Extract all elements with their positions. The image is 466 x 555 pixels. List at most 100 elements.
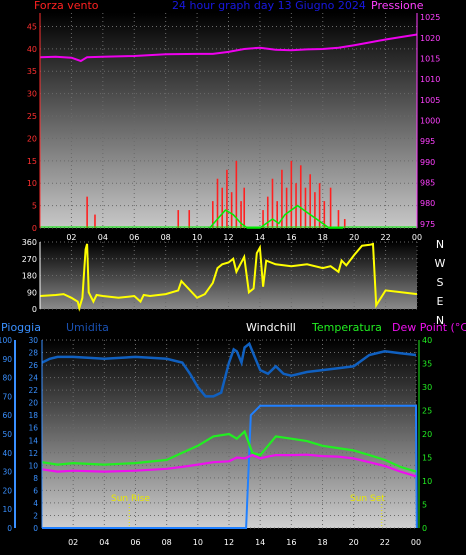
compass-label: W xyxy=(435,257,446,270)
pressure-tick-label: 990 xyxy=(420,158,435,167)
wind-bar xyxy=(235,160,238,228)
wind-tick-label: 30 xyxy=(27,90,37,99)
wind-tick-label: 20 xyxy=(27,134,37,143)
wind-bar xyxy=(216,178,219,228)
bot-x-tick-label: 10 xyxy=(193,538,203,547)
temp-tick-label: 5 xyxy=(422,501,427,510)
sunrise-label: Sun Rise xyxy=(111,494,150,504)
pioggia-tick-label: 0 xyxy=(7,524,12,533)
x-tick-label: 00 xyxy=(412,233,422,242)
wind-bar xyxy=(337,210,340,228)
umidita-tick-label: 8 xyxy=(33,474,38,483)
temp-tick-label: 30 xyxy=(422,383,432,392)
compass-label: N xyxy=(436,238,444,251)
x-tick-label: 14 xyxy=(255,233,265,242)
wind-bar xyxy=(299,165,302,228)
pressure-tick-label: 1015 xyxy=(420,54,440,63)
pioggia-tick-label: 40 xyxy=(2,449,12,458)
pressure-line xyxy=(39,33,418,63)
bot-x-tick-label: 22 xyxy=(380,538,390,547)
temperature-label: Temperatura xyxy=(311,321,382,334)
wind-bar xyxy=(285,187,288,228)
pioggia-tick-label: 100 xyxy=(0,336,12,345)
umidita-tick-label: 2 xyxy=(33,511,38,520)
compass-label: N xyxy=(436,314,444,327)
pioggia-tick-label: 80 xyxy=(2,374,12,383)
bot-x-tick-label: 08 xyxy=(162,538,172,547)
bot-x-tick-label: 18 xyxy=(317,538,327,547)
compass-label: E xyxy=(437,295,444,308)
wind-bar xyxy=(188,210,191,228)
wind-tick-label: 25 xyxy=(27,112,37,121)
wind-bar xyxy=(211,201,214,228)
pioggia-tick-label: 10 xyxy=(2,505,12,514)
x-tick-label: 10 xyxy=(192,233,202,242)
rain-line xyxy=(42,404,418,529)
wind-bar xyxy=(343,219,346,228)
pressure-tick-label: 1010 xyxy=(420,75,440,84)
bot-x-tick-label: 02 xyxy=(68,538,78,547)
pressure-tick-label: 1000 xyxy=(420,117,440,126)
dir-tick-label: 0 xyxy=(32,305,37,314)
umidita-tick-label: 30 xyxy=(28,336,38,345)
x-tick-label: 20 xyxy=(349,233,359,242)
x-tick-label: 12 xyxy=(223,233,233,242)
dewpoint-label: Dew Point (°C) xyxy=(392,321,466,334)
pioggia-tick-label: 50 xyxy=(2,430,12,439)
temp-tick-label: 40 xyxy=(422,336,432,345)
dir-tick-label: 180 xyxy=(22,272,37,281)
wind-axis-title: Forza vento xyxy=(34,0,99,12)
wind-bar xyxy=(230,192,233,228)
bot-x-tick-label: 06 xyxy=(130,538,140,547)
umidita-tick-label: 26 xyxy=(28,361,38,370)
pressure-tick-label: 1005 xyxy=(420,96,440,105)
bot-x-tick-label: 12 xyxy=(224,538,234,547)
wind-bar xyxy=(221,187,224,228)
humidity-axis-title: Umidita xyxy=(66,321,109,334)
bot-x-tick-label: 04 xyxy=(99,538,109,547)
umidita-tick-label: 14 xyxy=(28,436,38,445)
temp-tick-label: 35 xyxy=(422,360,432,369)
bot-x-tick-label: 00 xyxy=(411,538,421,547)
umidita-tick-label: 22 xyxy=(28,386,38,395)
wind-bar xyxy=(309,174,311,228)
dewpoint-line xyxy=(41,453,417,478)
pressure-tick-label: 995 xyxy=(420,137,435,146)
wind-bar xyxy=(266,196,269,228)
wind-tick-label: 40 xyxy=(27,45,37,54)
chart-title: 24 hour graph day 13 Giugno 2024 xyxy=(172,0,366,12)
temperature-line xyxy=(41,429,417,473)
umidita-tick-label: 10 xyxy=(28,461,38,470)
wind-direction-line xyxy=(39,242,418,312)
wind-bar xyxy=(271,178,274,228)
pioggia-tick-label: 70 xyxy=(2,392,12,401)
x-tick-label: 02 xyxy=(66,233,76,242)
wind-bar xyxy=(86,196,88,228)
temp-tick-label: 25 xyxy=(422,407,432,416)
x-tick-label: 18 xyxy=(318,233,328,242)
wind-bar xyxy=(240,201,242,228)
bot-x-tick-label: 16 xyxy=(286,538,296,547)
pioggia-tick-label: 90 xyxy=(2,355,12,364)
pressure-tick-label: 980 xyxy=(420,199,435,208)
temp-tick-label: 15 xyxy=(422,454,432,463)
wind-bar xyxy=(295,183,297,228)
pioggia-tick-label: 30 xyxy=(2,468,12,477)
temp-tick-label: 0 xyxy=(422,524,427,533)
wind-tick-label: 15 xyxy=(27,157,37,166)
wind-tick-label: 10 xyxy=(27,179,37,188)
temp-tick-label: 20 xyxy=(422,430,432,439)
x-tick-label: 16 xyxy=(286,233,296,242)
wind-bar xyxy=(323,201,326,228)
windchill-label: Windchill xyxy=(246,321,296,334)
umidita-tick-label: 4 xyxy=(33,499,38,508)
compass-label: S xyxy=(437,276,444,289)
umidita-tick-label: 18 xyxy=(28,411,38,420)
pressure-tick-label: 1020 xyxy=(420,34,440,43)
temp-tick-label: 10 xyxy=(422,477,432,486)
wind-bar xyxy=(276,201,278,228)
umidita-tick-label: 0 xyxy=(33,524,38,533)
bot-x-tick-label: 20 xyxy=(349,538,359,547)
wind-bar xyxy=(318,183,321,228)
